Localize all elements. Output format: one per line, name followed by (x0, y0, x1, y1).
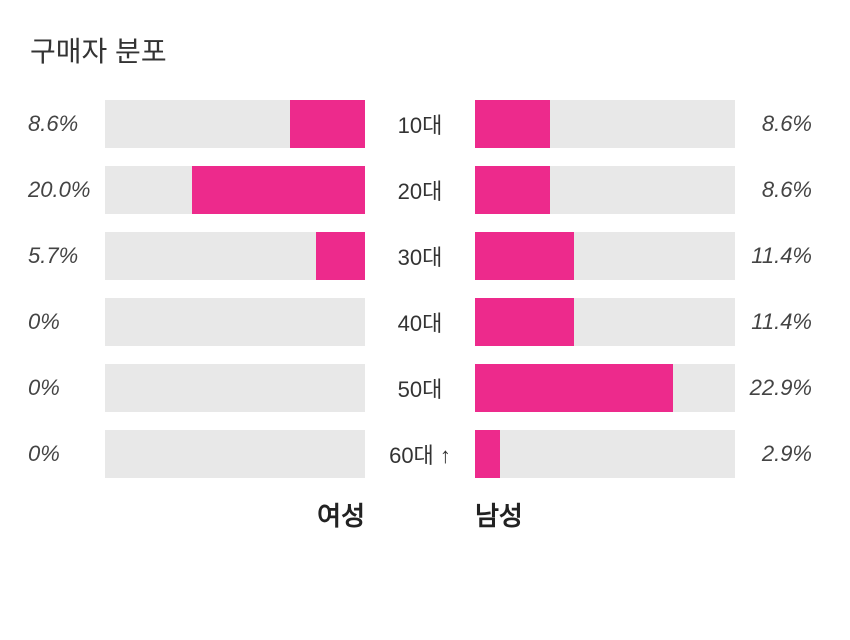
bar-right (475, 232, 735, 280)
age-label: 20대 (365, 174, 475, 206)
chart-container: 8.6% 10대 8.6% 20.0% 20대 8.6% 5.7% 30대 11.4% 0% 40대… (20, 100, 830, 478)
age-label: 10대 (365, 108, 475, 140)
female-label: 여성 (20, 496, 365, 533)
percent-right: 2.9% (735, 441, 820, 467)
bar-fill-left (290, 100, 365, 148)
bar-left (105, 232, 365, 280)
bar-left (105, 100, 365, 148)
bar-right (475, 364, 735, 412)
chart-title: 구매자 분포 (30, 30, 830, 70)
bar-fill-right (475, 298, 574, 346)
bar-left (105, 430, 365, 478)
percent-right: 22.9% (735, 375, 820, 401)
bar-background (475, 430, 735, 478)
bar-background (105, 430, 365, 478)
male-label: 남성 (475, 496, 820, 533)
percent-left: 5.7% (20, 243, 105, 269)
bar-right (475, 298, 735, 346)
age-label: 50대 (365, 372, 475, 404)
chart-row: 5.7% 30대 11.4% (20, 232, 830, 280)
age-label: 60대 ↑ (365, 438, 475, 470)
gender-labels-row: 여성 남성 (20, 496, 830, 533)
bar-fill-right (475, 232, 574, 280)
bar-fill-right (475, 166, 550, 214)
chart-row: 20.0% 20대 8.6% (20, 166, 830, 214)
bar-fill-left (316, 232, 365, 280)
percent-left: 0% (20, 441, 105, 467)
percent-right: 11.4% (735, 309, 820, 335)
chart-row: 8.6% 10대 8.6% (20, 100, 830, 148)
chart-row: 0% 60대 ↑ 2.9% (20, 430, 830, 478)
percent-left: 8.6% (20, 111, 105, 137)
age-label: 40대 (365, 306, 475, 338)
bar-left (105, 298, 365, 346)
percent-left: 20.0% (20, 177, 105, 203)
percent-left: 0% (20, 375, 105, 401)
bar-fill-right (475, 100, 550, 148)
bar-fill-right (475, 430, 500, 478)
bar-right (475, 100, 735, 148)
chart-row: 0% 40대 11.4% (20, 298, 830, 346)
bar-right (475, 166, 735, 214)
percent-right: 11.4% (735, 243, 820, 269)
percent-right: 8.6% (735, 111, 820, 137)
bar-fill-left (192, 166, 365, 214)
bar-right (475, 430, 735, 478)
bar-background (105, 298, 365, 346)
percent-left: 0% (20, 309, 105, 335)
bar-left (105, 166, 365, 214)
chart-row: 0% 50대 22.9% (20, 364, 830, 412)
age-label: 30대 (365, 240, 475, 272)
percent-right: 8.6% (735, 177, 820, 203)
bar-left (105, 364, 365, 412)
bar-background (105, 364, 365, 412)
bar-fill-right (475, 364, 673, 412)
